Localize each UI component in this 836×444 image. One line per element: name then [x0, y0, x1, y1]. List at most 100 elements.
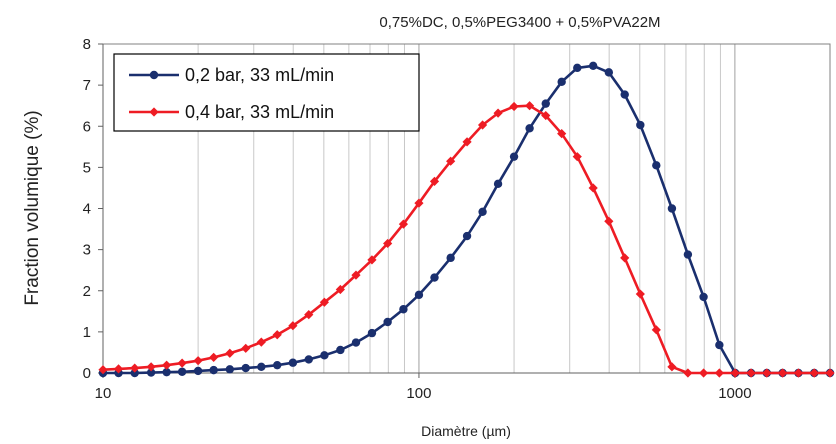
data-point — [272, 330, 282, 340]
data-point — [177, 358, 187, 368]
data-point — [162, 360, 172, 370]
data-point — [225, 365, 235, 374]
data-point — [493, 179, 503, 189]
data-point — [620, 253, 630, 263]
legend: 0,2 bar, 33 mL/min 0,4 bar, 33 mL/min — [113, 53, 420, 132]
y-tick-label: 7 — [83, 77, 91, 94]
data-point — [478, 207, 487, 216]
x-axis-label: Diamètre (µm) — [421, 423, 511, 439]
y-tick-label: 3 — [83, 242, 91, 259]
data-point — [509, 152, 519, 161]
data-point — [367, 328, 377, 338]
data-point — [652, 161, 661, 170]
data-point — [398, 219, 409, 229]
data-point — [683, 368, 693, 378]
data-point — [225, 348, 235, 358]
data-point — [762, 368, 772, 378]
y-tick-label: 0 — [83, 365, 91, 382]
data-point — [477, 120, 488, 130]
data-point — [620, 90, 629, 99]
legend-label: 0,2 bar, 33 mL/min — [185, 65, 334, 85]
data-point — [525, 124, 534, 133]
data-point — [256, 337, 266, 347]
data-point — [573, 63, 582, 73]
data-point — [462, 231, 472, 241]
data-point — [98, 365, 108, 375]
data-point — [304, 355, 313, 364]
chart-title: 0,75%DC, 0,5%PEG3400 + 0,5%PVA22M — [379, 14, 660, 31]
data-point — [667, 362, 677, 372]
data-point — [288, 321, 298, 331]
data-point — [304, 310, 314, 320]
data-point — [746, 368, 756, 378]
legend-entry: 0,4 bar, 33 mL/min — [129, 102, 334, 122]
legend-marker — [149, 107, 159, 117]
legend-entry: 0,2 bar, 33 mL/min — [129, 65, 334, 85]
data-point — [667, 204, 677, 213]
data-point — [367, 255, 377, 265]
data-point — [336, 345, 345, 355]
data-point — [809, 368, 819, 378]
data-point — [257, 362, 266, 372]
data-point — [177, 367, 187, 376]
data-point — [572, 152, 582, 162]
x-tick-label: 100 — [406, 385, 431, 402]
data-point — [509, 101, 519, 112]
data-point — [525, 101, 535, 111]
legend-box — [113, 53, 420, 132]
data-point — [793, 368, 804, 378]
series-2 — [98, 101, 835, 378]
data-point — [288, 358, 298, 367]
y-tick-label: 6 — [83, 118, 91, 135]
data-point — [273, 360, 282, 370]
data-point — [636, 120, 645, 130]
data-point — [714, 368, 724, 378]
y-tick-label: 4 — [83, 201, 91, 218]
data-point — [715, 340, 724, 350]
data-point — [209, 352, 219, 362]
data-point — [351, 270, 361, 280]
data-point — [319, 297, 329, 307]
data-point — [588, 61, 598, 70]
y-tick-label: 1 — [83, 324, 91, 341]
y-tick-label: 8 — [83, 36, 91, 53]
data-point — [557, 129, 567, 139]
data-point — [604, 68, 614, 77]
data-point — [635, 289, 645, 299]
series-layer — [98, 61, 835, 378]
legend-label: 0,4 bar, 33 mL/min — [185, 102, 334, 122]
data-point — [241, 363, 250, 373]
y-tick-label: 5 — [83, 159, 91, 176]
y-axis-label: Fraction volumique (%) — [22, 110, 43, 305]
data-point — [462, 137, 472, 147]
data-point — [698, 368, 709, 378]
data-point — [651, 325, 661, 335]
data-point — [446, 253, 455, 263]
data-point — [541, 110, 551, 121]
data-point — [683, 250, 693, 259]
data-point — [825, 368, 835, 378]
data-point — [414, 290, 424, 300]
data-point — [209, 365, 218, 375]
data-point — [430, 273, 439, 282]
data-point — [351, 338, 361, 347]
data-point — [557, 77, 566, 87]
legend-marker — [149, 70, 159, 80]
data-point — [113, 364, 124, 374]
data-point — [414, 198, 424, 208]
data-point — [130, 363, 140, 373]
x-tick-label: 1000 — [718, 385, 751, 402]
data-point — [541, 99, 550, 108]
data-point — [335, 284, 345, 295]
data-point — [778, 368, 788, 378]
data-point — [193, 366, 203, 376]
data-point — [493, 108, 503, 118]
data-point — [130, 368, 139, 378]
data-point — [383, 317, 392, 327]
data-point — [241, 343, 251, 353]
x-tick-label: 10 — [95, 385, 112, 402]
y-tick-label: 2 — [83, 283, 91, 300]
data-point — [146, 368, 156, 377]
data-point — [446, 156, 456, 166]
